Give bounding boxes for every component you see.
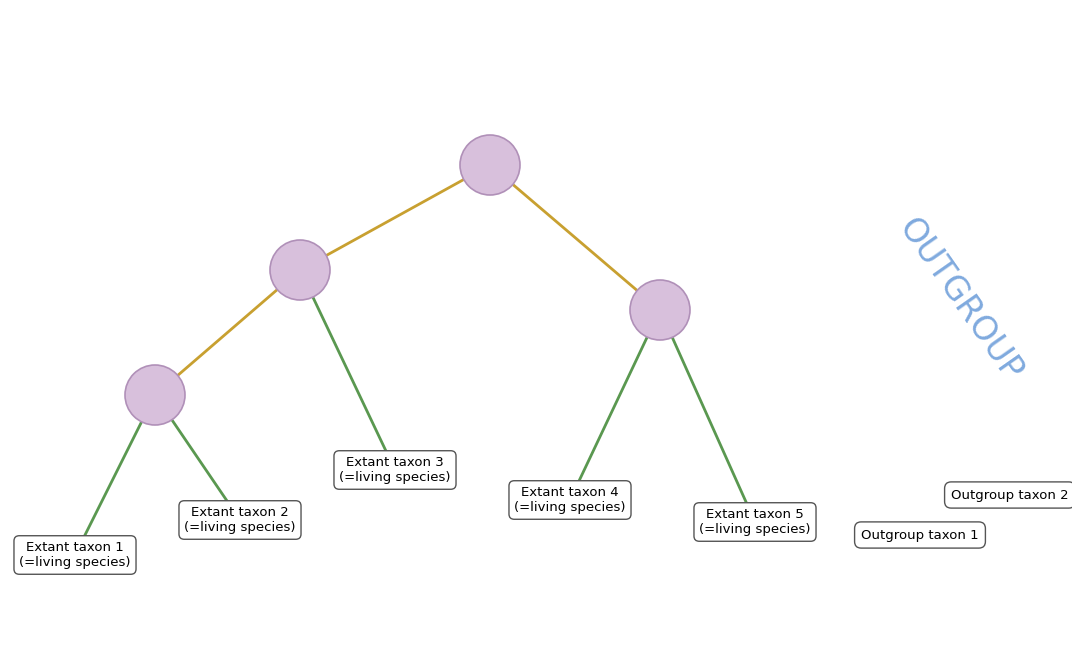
Text: Extant taxon 1
(=living species): Extant taxon 1 (=living species)	[19, 541, 131, 569]
Text: Extant taxon 3
(=living species): Extant taxon 3 (=living species)	[339, 456, 450, 484]
Circle shape	[460, 135, 520, 195]
Text: Extant taxon 5
(=living species): Extant taxon 5 (=living species)	[699, 508, 810, 536]
Circle shape	[125, 365, 185, 425]
Text: Extant taxon 2
(=living species): Extant taxon 2 (=living species)	[184, 506, 296, 534]
Text: Outgroup taxon 2: Outgroup taxon 2	[951, 488, 1069, 501]
Text: Extant taxon 4
(=living species): Extant taxon 4 (=living species)	[515, 486, 626, 514]
Text: OUTGROUP: OUTGROUP	[892, 212, 1028, 388]
Circle shape	[270, 240, 330, 300]
Text: Outgroup taxon 1: Outgroup taxon 1	[861, 529, 979, 541]
Circle shape	[630, 280, 690, 340]
